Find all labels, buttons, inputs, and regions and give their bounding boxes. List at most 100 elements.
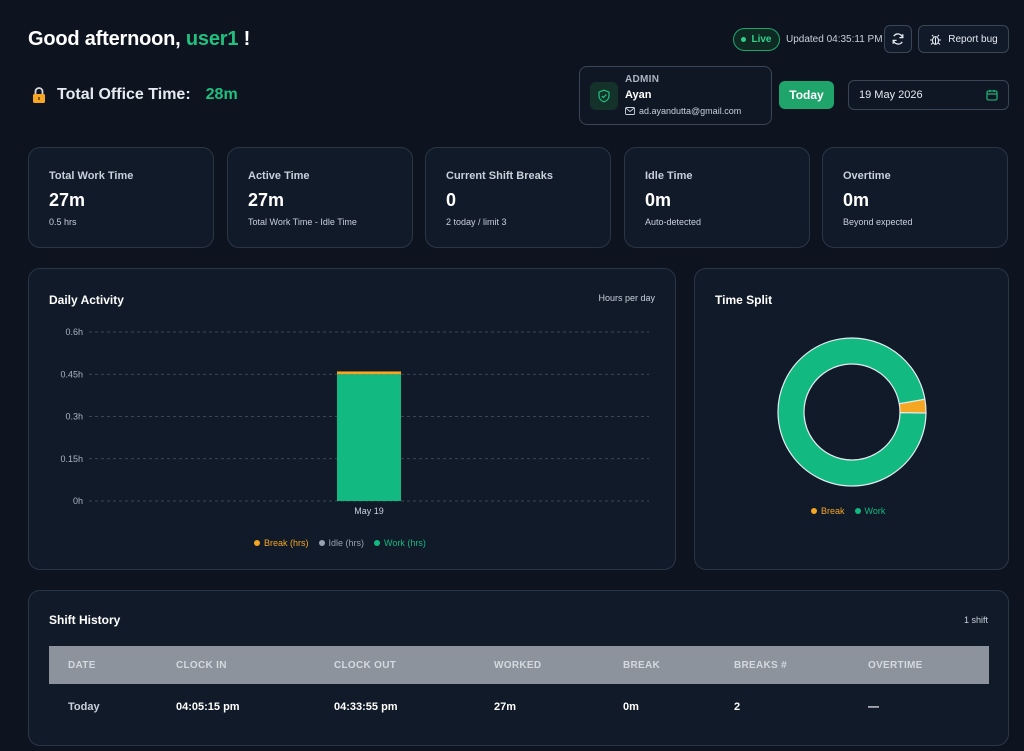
greeting: Good afternoon, user1 !	[28, 28, 250, 51]
column-header: BREAK	[604, 646, 715, 684]
stat-label: Overtime	[843, 170, 891, 182]
greeting-user: user1	[185, 28, 239, 50]
time-split-panel: Time Split Break Work	[694, 268, 1009, 570]
admin-email: ad.ayandutta@gmail.com	[625, 106, 741, 116]
time-split-legend: Break Work	[811, 506, 885, 516]
total-office-time: Total Office Time: 28m	[30, 86, 238, 104]
cell-clock-out: 04:33:55 pm	[334, 700, 398, 713]
stat-sub: 0.5 hrs	[49, 217, 77, 227]
y-tick-label: 0h	[73, 496, 83, 506]
today-button[interactable]: Today	[779, 81, 834, 109]
stat-value: 27m	[49, 190, 86, 210]
stat-card-total-work-time: Total Work Time 27m 0.5 hrs	[28, 147, 214, 248]
calendar-icon[interactable]	[986, 89, 998, 101]
column-header: DATE	[49, 646, 157, 684]
stat-label: Current Shift Breaks	[446, 170, 553, 182]
bar-break	[337, 371, 401, 375]
stat-value: 27m	[248, 190, 285, 210]
stat-card-current-shift-breaks: Current Shift Breaks 0 2 today / limit 3	[425, 147, 611, 248]
admin-name: Ayan	[625, 89, 652, 101]
stat-card-active-time: Active Time 27m Total Work Time - Idle T…	[227, 147, 413, 248]
cell-date: Today	[68, 700, 100, 713]
lock-icon	[33, 87, 45, 103]
stat-sub: Auto-detected	[645, 217, 702, 227]
live-dot-icon	[741, 37, 747, 42]
y-tick-label: 0.3h	[65, 412, 83, 422]
column-header: WORKED	[475, 646, 604, 684]
legend-label: Work	[864, 506, 886, 516]
live-label: Live	[751, 34, 772, 45]
legend-dot-icon	[318, 540, 325, 546]
shift-history-title: Shift History	[49, 613, 121, 627]
column-header: CLOCK IN	[157, 646, 315, 684]
mail-icon	[625, 107, 635, 115]
shift-count: 1 shift	[963, 615, 988, 625]
daily-activity-legend: Break (hrs) Idle (hrs) Work (hrs)	[254, 538, 426, 548]
greeting-suffix: !	[238, 28, 251, 50]
column-header: CLOCK OUT	[315, 646, 475, 684]
stat-label: Active Time	[248, 170, 310, 182]
legend-item-work: Work	[854, 506, 886, 516]
daily-activity-chart: 0h 0.15h 0.3h 0.45h 0.6h May 19	[60, 327, 649, 516]
legend-dot-icon	[854, 508, 861, 514]
stat-value: 0	[446, 190, 457, 210]
legend-dot-icon	[811, 508, 817, 514]
table-row: Today 04:05:15 pm 04:33:55 pm 27m 0m 2 —	[49, 684, 989, 729]
admin-role: ADMIN	[625, 74, 660, 85]
cell-breaks-count: 2	[734, 700, 741, 713]
bug-icon	[930, 34, 942, 45]
cell-clock-in: 04:05:15 pm	[176, 700, 240, 713]
date-value: 19 May 2026	[859, 89, 923, 101]
daily-activity-panel: Daily Activity Hours per day 0h 0.15h 0.3h…	[28, 268, 676, 570]
refresh-button[interactable]	[884, 25, 912, 53]
y-tick-label: 0.15h	[60, 454, 83, 464]
x-tick-label: May 19	[354, 506, 384, 516]
legend-label: Break	[821, 506, 845, 516]
hours-per-day-note: Hours per day	[598, 293, 655, 303]
shift-history-panel: Shift History 1 shift DATE CLOCK IN CLOC…	[28, 590, 1009, 746]
column-header: BREAKS #	[715, 646, 849, 684]
time-split-donut	[777, 337, 927, 487]
legend-label: Break (hrs)	[264, 538, 309, 548]
stat-sub: 2 today / limit 3	[446, 217, 507, 227]
column-header: OVERTIME	[849, 646, 989, 684]
cell-break: 0m	[623, 700, 639, 713]
stat-card-overtime: Overtime 0m Beyond expected	[822, 147, 1008, 248]
admin-profile-card: ADMIN Ayan ad.ayandutta@gmail.com	[579, 66, 772, 125]
stat-sub: Total Work Time - Idle Time	[248, 217, 357, 227]
live-badge: Live	[733, 28, 780, 51]
legend-item-idle: Idle (hrs)	[318, 538, 365, 548]
legend-label: Work (hrs)	[384, 538, 426, 548]
office-time-value: 28m	[205, 86, 238, 103]
bar-work	[337, 374, 401, 501]
slice-work	[777, 337, 927, 487]
updated-timestamp: Updated 04:35:11 PM	[786, 34, 883, 45]
shift-history-table: DATE CLOCK IN CLOCK OUT WORKED BREAK BRE…	[49, 646, 989, 729]
stat-card-idle-time: Idle Time 0m Auto-detected	[624, 147, 810, 248]
legend-dot-icon	[374, 540, 381, 546]
legend-item-work: Work (hrs)	[374, 538, 426, 548]
date-picker[interactable]: 19 May 2026	[848, 80, 1009, 110]
stat-sub: Beyond expected	[843, 217, 913, 227]
report-bug-button[interactable]: Report bug	[918, 25, 1009, 53]
stat-value: 0m	[843, 190, 870, 210]
daily-activity-title: Daily Activity	[49, 293, 124, 307]
y-tick-label: 0.45h	[60, 369, 83, 379]
office-time-label: Total Office Time:	[57, 86, 191, 103]
legend-item-break: Break	[811, 506, 845, 516]
admin-email-text: ad.ayandutta@gmail.com	[639, 106, 742, 116]
stat-label: Idle Time	[645, 170, 693, 182]
y-tick-label: 0.6h	[65, 327, 83, 337]
legend-dot-icon	[254, 540, 260, 546]
cell-overtime: —	[868, 700, 879, 713]
stat-value: 0m	[645, 190, 672, 210]
time-split-title: Time Split	[715, 293, 773, 307]
report-bug-label: Report bug	[948, 33, 998, 45]
shield-check-icon	[598, 89, 610, 103]
legend-label: Idle (hrs)	[328, 538, 365, 548]
cell-worked: 27m	[494, 700, 517, 713]
legend-item-break: Break (hrs)	[254, 538, 309, 548]
admin-avatar	[590, 82, 618, 110]
refresh-icon	[892, 33, 904, 45]
greeting-prefix: Good afternoon,	[28, 28, 186, 50]
